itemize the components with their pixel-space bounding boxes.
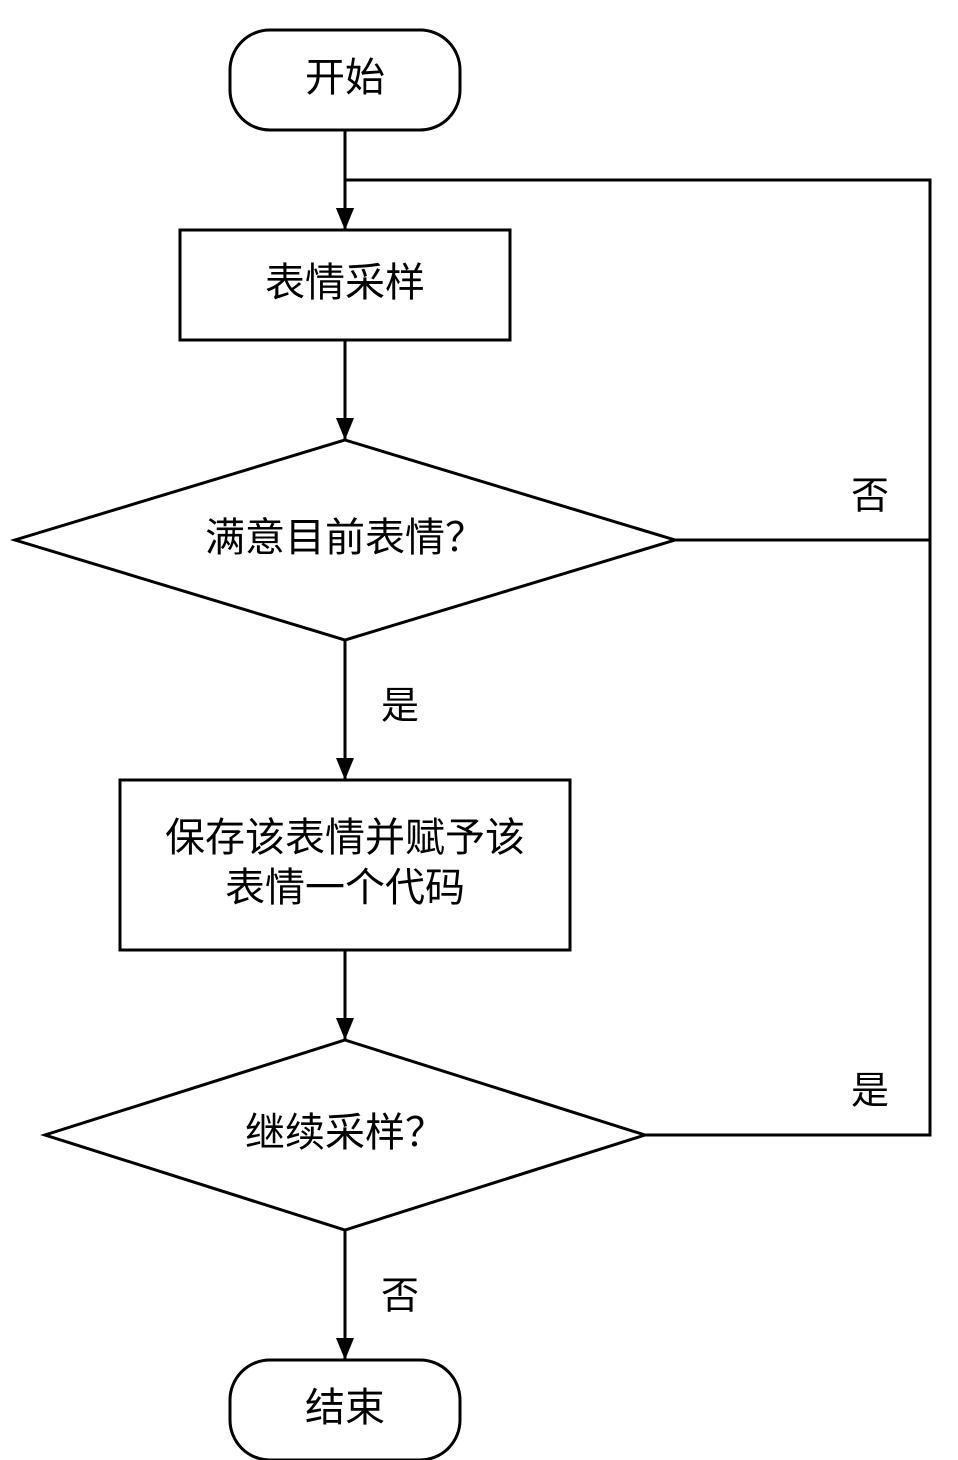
satisfy-no-loop-arrowhead	[336, 208, 354, 230]
start-label: 开始	[305, 55, 385, 100]
satisfy-label: 满意目前表情？	[205, 515, 485, 560]
cont-yes-loop-label: 是	[851, 1071, 889, 1113]
cont-yes-loop	[645, 180, 930, 1135]
cont-no-label: 否	[381, 1276, 419, 1318]
satisfy-yes-label: 是	[381, 686, 419, 728]
save-label-1: 表情一个代码	[225, 865, 465, 910]
cont-label: 继续采样？	[245, 1110, 445, 1155]
save-to-cont-arrowhead	[336, 1018, 354, 1040]
satisfy-yes-arrowhead	[336, 758, 354, 780]
end-label: 结束	[305, 1385, 385, 1430]
sample-to-satisfy-arrowhead	[336, 418, 354, 440]
cont-no-arrowhead	[336, 1338, 354, 1360]
sample-label: 表情采样	[265, 260, 425, 305]
satisfy-no-loop-label: 否	[851, 476, 889, 518]
save-label-0: 保存该表情并赋予该	[165, 815, 525, 860]
